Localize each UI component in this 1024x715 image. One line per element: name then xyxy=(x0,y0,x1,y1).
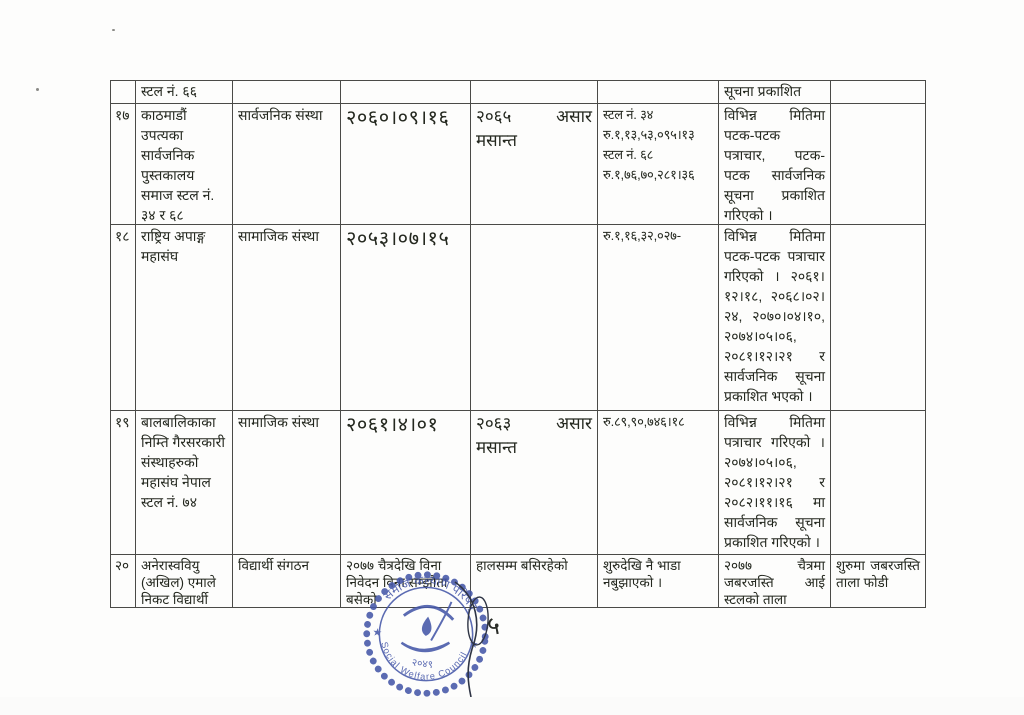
cell-top-extra xyxy=(831,81,926,104)
stamp-inner-ring xyxy=(378,586,474,682)
signature-stroke xyxy=(454,581,489,697)
cell-reg-date: २०५३।०७।१५ xyxy=(341,225,471,411)
cell-org-name: बालबालिकाका निम्ति गैरसरकारी संस्थाहरुको… xyxy=(136,411,233,555)
cell-sn: १९ xyxy=(111,411,136,555)
cell-top-agreement-end xyxy=(471,81,598,104)
cell-org-type: विद्यार्थी संगठन xyxy=(233,555,341,608)
cell-remarks: विभिन्न मितिमा पत्राचार गरिएको । २०७४।०५… xyxy=(719,411,831,555)
cell-org-type: सार्वजनिक संस्था xyxy=(233,104,341,225)
cell-top-remarks: सूचना प्रकाशित xyxy=(719,81,831,104)
cell-agreement-end: २०६३ असार मसान्त xyxy=(471,411,598,555)
cell-top-sn xyxy=(111,81,136,104)
registry-table: स्टल नं. ६६ सूचना प्रकाशित १७ काठमाडौं उ… xyxy=(110,80,926,608)
signature-loop xyxy=(467,596,489,646)
cell-sn: १७ xyxy=(111,104,136,225)
cell-org-name: काठमाडौं उपत्यका सार्वजनिक पुस्तकालय समा… xyxy=(136,104,233,225)
cell-reg-date: २०६०।०९।१६ xyxy=(341,104,471,225)
cell-org-name: राष्ट्रिय अपाङ्ग महासंघ xyxy=(136,225,233,411)
cell-agreement-end: हालसम्म बसिरहेको xyxy=(471,555,598,608)
cell-extra xyxy=(831,411,926,555)
cell-extra xyxy=(831,225,926,411)
stamp-year: २०४९ xyxy=(411,658,433,672)
cell-org-type: सामाजिक संस्था xyxy=(233,411,341,555)
cell-top-reg-date xyxy=(341,81,471,104)
signature-line xyxy=(454,581,478,697)
cell-agreement-end xyxy=(471,225,598,411)
stamp-beaded-ring xyxy=(363,571,489,697)
cell-remarks: विभिन्न मितिमा पटक-पटक पत्राचार, पटक-पटक… xyxy=(719,104,831,225)
cell-dues: शुरुदेखि नै भाडा नबुझाएको । xyxy=(598,555,719,608)
scan-artifact-dot xyxy=(36,88,39,91)
cell-extra: शुरुमा जबरजस्ति ताला फोडी xyxy=(831,555,926,608)
cell-top-org-type xyxy=(233,81,341,104)
cell-sn: २० xyxy=(111,555,136,608)
cell-sn: १८ xyxy=(111,225,136,411)
cell-top-org-name: स्टल नं. ६६ xyxy=(136,81,233,104)
cell-remarks: विभिन्न मितिमा पटक-पटक पत्राचार गरिएको ।… xyxy=(719,225,831,411)
star-icon: ★ xyxy=(372,626,383,639)
cell-org-type: सामाजिक संस्था xyxy=(233,225,341,411)
cell-top-dues xyxy=(598,81,719,104)
cell-extra xyxy=(831,104,926,225)
cell-dues: रु.१,१६,३२,०२७- xyxy=(598,225,719,411)
cell-remarks: २०७७ चैत्रमा जबरजस्ति आई स्टलको ताला xyxy=(719,555,831,608)
cell-org-name: अनेरास्ववियु (अखिल) एमाले निकट विद्यार्थ… xyxy=(136,555,233,608)
stamp-logo xyxy=(400,601,455,653)
cell-reg-date: २०६१।४।०१ xyxy=(341,411,471,555)
scan-artifact-dot xyxy=(112,29,115,31)
stamp-svg: समाज कल्याण परिषद् Social Welfare Counci… xyxy=(363,568,489,697)
cell-dues: स्टल नं. ३४ रु.१,१३,५३,०९५।१३ स्टल नं. ६… xyxy=(598,104,719,225)
page-number: ५ xyxy=(487,612,501,640)
scanned-page: स्टल नं. ६६ सूचना प्रकाशित १७ काठमाडौं उ… xyxy=(36,29,926,697)
cell-agreement-end: २०६५ असार मसान्त xyxy=(471,104,598,225)
social-welfare-council-stamp: समाज कल्याण परिषद् Social Welfare Counci… xyxy=(350,558,502,710)
cell-dues: रु.८९,९०,७४६।१८ xyxy=(598,411,719,555)
